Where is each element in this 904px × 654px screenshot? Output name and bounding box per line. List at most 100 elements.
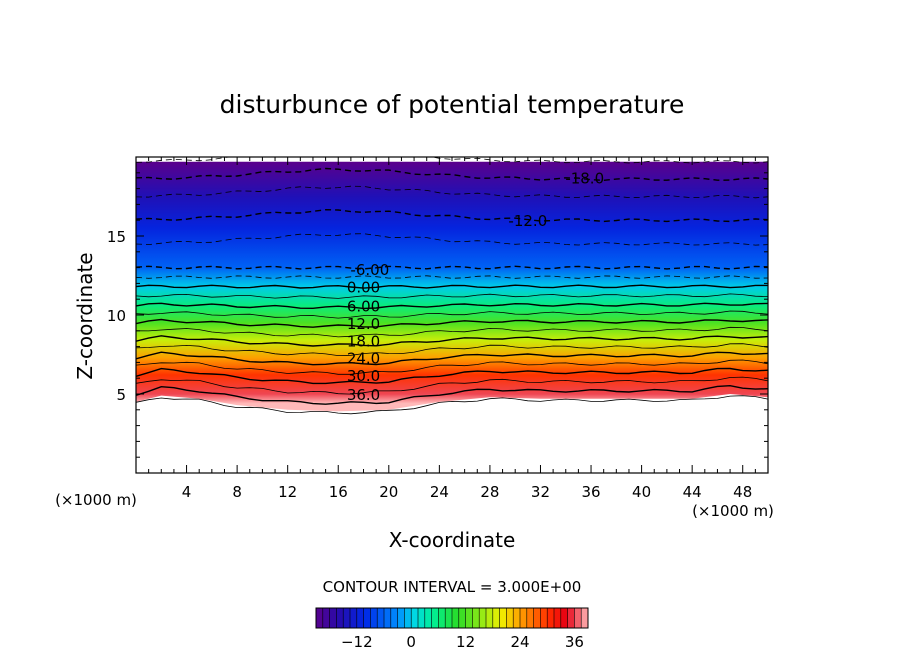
contour-line [136,335,768,347]
colorbar-cell [452,608,460,628]
x-tick-label: 8 [232,483,242,501]
contour-line [136,233,768,246]
colorbar-tick-label: −12 [341,633,373,651]
colorbar-tick-label: 12 [456,633,475,651]
contour-line [136,395,768,415]
x-axis-label: X-coordinate [389,528,516,552]
contour-line [136,326,768,338]
colorbar-cell [492,608,500,628]
colorbar-cell [560,608,568,628]
x-tick-label: 48 [733,483,752,501]
colorbar-cell [567,608,575,628]
contour-label: -6.00 [350,261,389,279]
x-tick-label: 28 [480,483,499,501]
x-unit-left: (×1000 m) [55,491,137,509]
colorbar-frame [315,607,589,629]
x-unit-right: (×1000 m) [692,502,774,520]
y-axis-label: Z-coordinate [73,252,97,379]
contour-line [136,208,768,223]
contour-line [136,318,768,328]
x-tick-label: 40 [632,483,651,501]
colorbar-cell [465,608,473,628]
contour-label: 18.0 [347,332,380,350]
contour-label: -18.0 [565,170,604,188]
colorbar-cell [411,608,419,628]
colorbar-cell [316,608,324,628]
colorbar-tick-label: 0 [406,633,416,651]
contour-line [136,185,768,199]
colorbar-cell [513,608,521,628]
x-tick-label: 4 [182,483,192,501]
contour-line [136,376,768,395]
colorbar-cell [370,608,378,628]
x-tick-label: 12 [278,483,297,501]
colorbar-cell [363,608,371,628]
x-tick-label: 32 [531,483,550,501]
contour-line [136,359,768,375]
colorbar-cell [336,608,344,628]
contour-line [136,384,768,405]
colorbar-cell [533,608,541,628]
y-tick-label: 15 [107,228,126,246]
y-tick-label: 5 [116,386,126,404]
y-tick-label: 10 [107,307,126,325]
colorbar-tick-label: 36 [565,633,584,651]
contour-line [136,351,768,366]
contour-labels: -18.0 -12.0 -6.000.006.0012.018.024.030.03… [347,170,604,404]
colorbar-cell [438,608,446,628]
colorbar-cell [520,608,528,628]
contour-line [136,367,768,385]
x-tick-label: 16 [329,483,348,501]
contour-label: 36.0 [347,386,380,404]
contour-label: 0.00 [347,279,380,297]
colorbar-cell [356,608,364,628]
colorbar-cell [506,608,514,628]
colorbar-cell [431,608,439,628]
colorbar-cell [472,608,480,628]
x-tick-label: 24 [430,483,449,501]
colorbar-cell [350,608,358,628]
contour-line [136,275,768,279]
colorbar-cell [343,608,351,628]
field-fill [136,161,768,412]
contour-label: 30.0 [347,367,380,385]
colorbar-cell [322,608,330,628]
plot-area: -18.0-12.0-6.000.006.0012.018.024.030.03… [107,156,769,501]
contour-label: -12.0 [508,212,547,230]
contour-line [136,284,768,289]
colorbar-cell [581,608,589,628]
chart-title: disturbunce of potential temperature [220,90,685,119]
contour-lines [136,157,768,415]
colorbar-cell [540,608,548,628]
colorbar-cell [424,608,432,628]
colorbar-cell [486,608,494,628]
colorbar: −12 0 12 24 36 [315,607,589,651]
x-tick-label: 36 [581,483,600,501]
x-tick-label: 20 [379,483,398,501]
colorbar-cell [554,608,562,628]
colorbar-cell [384,608,392,628]
contour-line [136,302,768,310]
contour-line [136,167,768,182]
contour-label: 12.0 [347,315,380,333]
colorbar-cell [458,608,466,628]
contour-interval-label: CONTOUR INTERVAL = 3.000E+00 [323,578,582,596]
contour-label: 24.0 [347,350,380,368]
colorbar-cell [404,608,412,628]
colorbar-tick-label: 24 [510,633,529,651]
colorbar-cell [499,608,507,628]
colorbar-cell [574,608,582,628]
colorbar-cell [329,608,337,628]
colorbar-cell [418,608,426,628]
colorbar-cell [377,608,385,628]
contour-line [136,310,768,319]
colorbar-cell [390,608,398,628]
contour-line [136,265,768,270]
colorbar-cell [397,608,405,628]
x-tick-label: 44 [683,483,702,501]
colorbar-cell [547,608,555,628]
colorbar-cell [479,608,487,628]
colorbar-cell [526,608,534,628]
